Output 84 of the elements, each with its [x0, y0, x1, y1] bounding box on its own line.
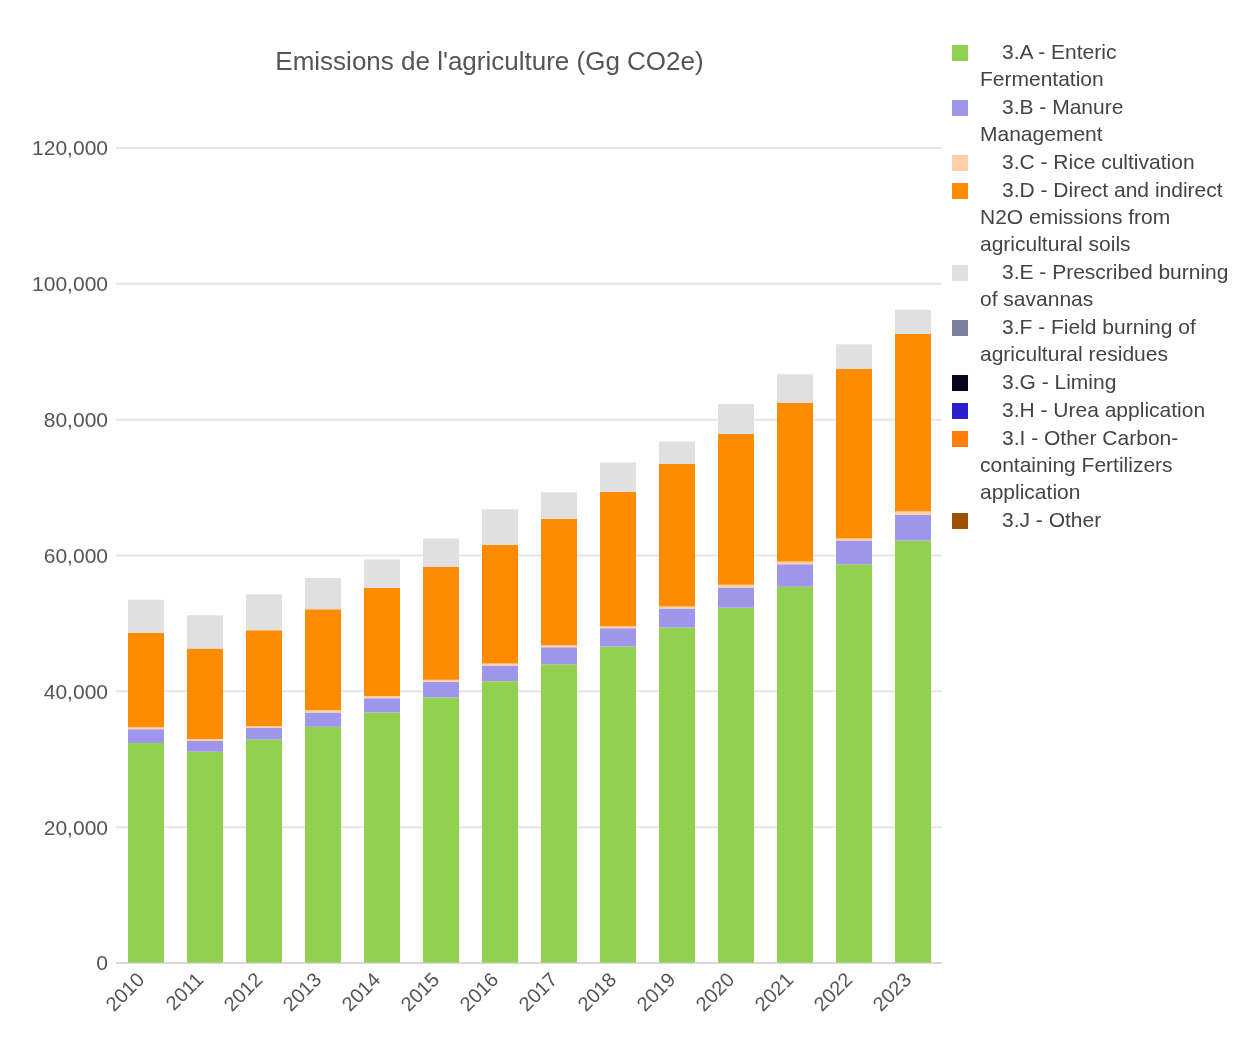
legend-label: 3.C - Rice cultivation — [1001, 149, 1196, 175]
bar — [836, 368, 872, 539]
bar — [777, 374, 813, 403]
bar — [423, 567, 459, 680]
bar — [423, 697, 459, 963]
y-tick-label: 120,000 — [32, 136, 108, 160]
bar — [364, 696, 400, 699]
bar — [541, 492, 577, 519]
bar — [777, 402, 813, 562]
y-tick-label: 20,000 — [43, 815, 108, 839]
bar — [836, 344, 872, 369]
bar — [836, 538, 872, 541]
bar — [836, 564, 872, 963]
y-tick-label: 100,000 — [32, 272, 108, 296]
bar — [659, 463, 695, 607]
y-tick-label: 40,000 — [43, 679, 108, 703]
bar — [128, 729, 164, 743]
legend-label: 3.B - Manure Management — [979, 94, 1125, 147]
bar — [305, 712, 341, 727]
bar — [895, 540, 931, 963]
bar — [718, 607, 754, 963]
bar — [659, 441, 695, 464]
bar — [777, 564, 813, 587]
bar — [600, 626, 636, 629]
bar — [305, 726, 341, 963]
bar — [187, 648, 223, 739]
chart-title: Emissions de l'agriculture (Gg CO2e) — [274, 46, 705, 77]
bar — [128, 632, 164, 728]
bar — [600, 462, 636, 492]
bar — [423, 679, 459, 682]
bar — [364, 559, 400, 589]
bar — [305, 577, 341, 610]
bar — [187, 738, 223, 741]
y-tick-label: 80,000 — [43, 408, 108, 432]
bar — [659, 606, 695, 609]
y-tick-label: 60,000 — [43, 543, 108, 567]
bar — [128, 599, 164, 633]
bar — [895, 511, 931, 515]
bar — [895, 514, 931, 541]
legend-label: 3.G - Liming — [1001, 369, 1118, 395]
bar — [600, 491, 636, 627]
bar — [305, 609, 341, 711]
legend-label: 3.A - Enteric Fermentation — [979, 39, 1118, 92]
bar — [482, 665, 518, 682]
legend-label: 3.D - Direct and indirect N2O emissions from agricultural soils — [979, 177, 1224, 257]
legend-label: 3.H - Urea application — [1001, 397, 1207, 423]
bar — [246, 739, 282, 963]
bar — [718, 433, 754, 585]
bar — [600, 628, 636, 647]
bar — [364, 712, 400, 963]
y-tick-label: 0 — [96, 951, 108, 975]
bar — [659, 608, 695, 628]
legend-label: 3.I - Other Carbon-containing Fertilizers application — [979, 425, 1180, 505]
bar — [895, 334, 931, 512]
legend-label: 3.J - Other — [1001, 507, 1103, 533]
bar — [305, 710, 341, 713]
bar — [187, 740, 223, 752]
bar — [895, 309, 931, 335]
bar — [364, 698, 400, 713]
bar — [246, 594, 282, 631]
bar — [777, 586, 813, 963]
bar — [128, 742, 164, 963]
bar — [187, 751, 223, 963]
bar — [423, 681, 459, 698]
bar — [246, 725, 282, 729]
bar — [541, 645, 577, 648]
legend-label: 3.F - Field burning of agricultural residues — [979, 314, 1197, 367]
bar — [246, 630, 282, 726]
bar — [600, 646, 636, 963]
bar — [659, 627, 695, 963]
bar — [541, 664, 577, 963]
bar — [541, 647, 577, 665]
bar — [482, 509, 518, 545]
bar — [836, 540, 872, 565]
bar — [246, 728, 282, 740]
bar — [187, 615, 223, 649]
bar — [718, 587, 754, 608]
bar — [128, 727, 164, 730]
bar — [482, 681, 518, 963]
bar — [364, 588, 400, 697]
legend-label: 3.E - Prescribed burning of savannas — [979, 259, 1230, 312]
bar — [482, 663, 518, 666]
bar — [541, 518, 577, 646]
bar — [482, 544, 518, 664]
